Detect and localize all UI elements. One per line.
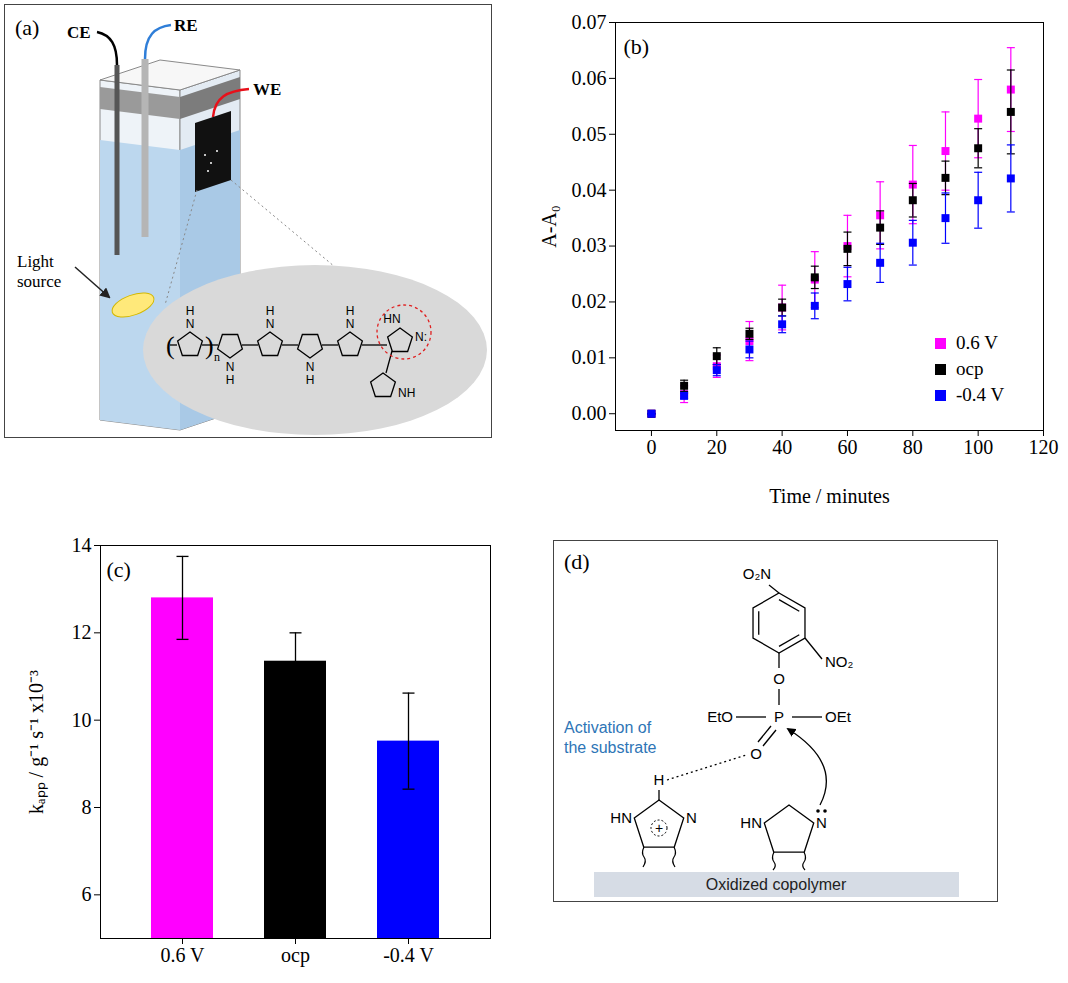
svg-text:CE: CE [67, 23, 91, 42]
svg-text:(a): (a) [15, 15, 39, 40]
svg-text:H: H [266, 304, 275, 318]
svg-text:NH: NH [398, 386, 415, 400]
svg-text:N: N [346, 317, 355, 331]
svg-text:20: 20 [707, 436, 727, 458]
svg-text:0.6 V: 0.6 V [160, 944, 205, 966]
svg-text:Oxidized copolymer: Oxidized copolymer [706, 876, 847, 893]
svg-text:6: 6 [82, 883, 92, 905]
svg-text:8: 8 [82, 796, 92, 818]
svg-text:ocp: ocp [281, 944, 310, 967]
svg-text:H: H [654, 771, 665, 788]
svg-text:HN: HN [383, 312, 400, 326]
svg-text:Lightsource: Lightsource [17, 252, 61, 291]
svg-text:O₂N: O₂N [743, 565, 771, 582]
svg-text:O: O [750, 745, 762, 762]
svg-text:H: H [346, 304, 355, 318]
svg-text:P: P [774, 708, 784, 725]
svg-text:0.05: 0.05 [572, 123, 607, 145]
svg-text:12: 12 [72, 621, 92, 643]
svg-text:N: N [226, 360, 235, 374]
svg-text:120: 120 [1029, 436, 1059, 458]
svg-text:N:: N: [415, 330, 427, 344]
svg-text:H: H [306, 373, 315, 387]
svg-text:80: 80 [903, 436, 923, 458]
svg-text:40: 40 [772, 436, 792, 458]
svg-text:WE: WE [253, 80, 281, 99]
svg-text:RE: RE [174, 16, 198, 35]
svg-text:60: 60 [837, 436, 857, 458]
svg-text:HN: HN [610, 809, 632, 826]
svg-text:NO₂: NO₂ [825, 653, 854, 670]
svg-text:0.07: 0.07 [572, 11, 607, 33]
svg-text:-0.4 V: -0.4 V [383, 944, 434, 966]
svg-text:kₐₚₚ / g⁻¹ s⁻¹ x10⁻³: kₐₚₚ / g⁻¹ s⁻¹ x10⁻³ [25, 670, 48, 814]
svg-text:): ) [205, 331, 214, 360]
svg-text:0.06: 0.06 [572, 67, 607, 89]
svg-text:HN: HN [740, 814, 762, 831]
svg-text:H: H [226, 373, 235, 387]
svg-text:OEt: OEt [825, 708, 852, 725]
svg-text:0.00: 0.00 [572, 402, 607, 424]
svg-text:H: H [186, 304, 195, 318]
svg-text:+: + [655, 820, 663, 836]
svg-text:O: O [773, 670, 785, 687]
svg-text:N: N [306, 360, 315, 374]
svg-text:0.04: 0.04 [572, 179, 607, 201]
svg-text:10: 10 [72, 709, 92, 731]
svg-text:0.01: 0.01 [572, 346, 607, 368]
html-text:ocp: ocp [956, 358, 984, 379]
svg-text:N: N [686, 809, 697, 826]
svg-text:(d): (d) [564, 549, 590, 574]
svg-text:EtO: EtO [707, 708, 733, 725]
html-text:0.6 V: 0.6 V [956, 332, 998, 353]
svg-text:0.02: 0.02 [572, 290, 607, 312]
svg-text:A-A₀: A-A₀ [538, 205, 560, 248]
svg-text:100: 100 [963, 436, 993, 458]
svg-text:(b): (b) [624, 34, 650, 59]
svg-text:14: 14 [72, 534, 92, 556]
svg-text:(c): (c) [107, 557, 131, 582]
svg-text:0.03: 0.03 [572, 234, 607, 256]
html-text:-0.4 V: -0.4 V [956, 384, 1005, 405]
svg-text:N: N [186, 317, 195, 331]
svg-text:0: 0 [646, 436, 656, 458]
svg-text:N: N [816, 814, 827, 831]
svg-text:Time / minutes: Time / minutes [769, 485, 890, 507]
svg-text:Activation ofthe substrate: Activation ofthe substrate [564, 719, 657, 756]
svg-text:N: N [266, 317, 275, 331]
svg-text:n: n [214, 350, 220, 364]
